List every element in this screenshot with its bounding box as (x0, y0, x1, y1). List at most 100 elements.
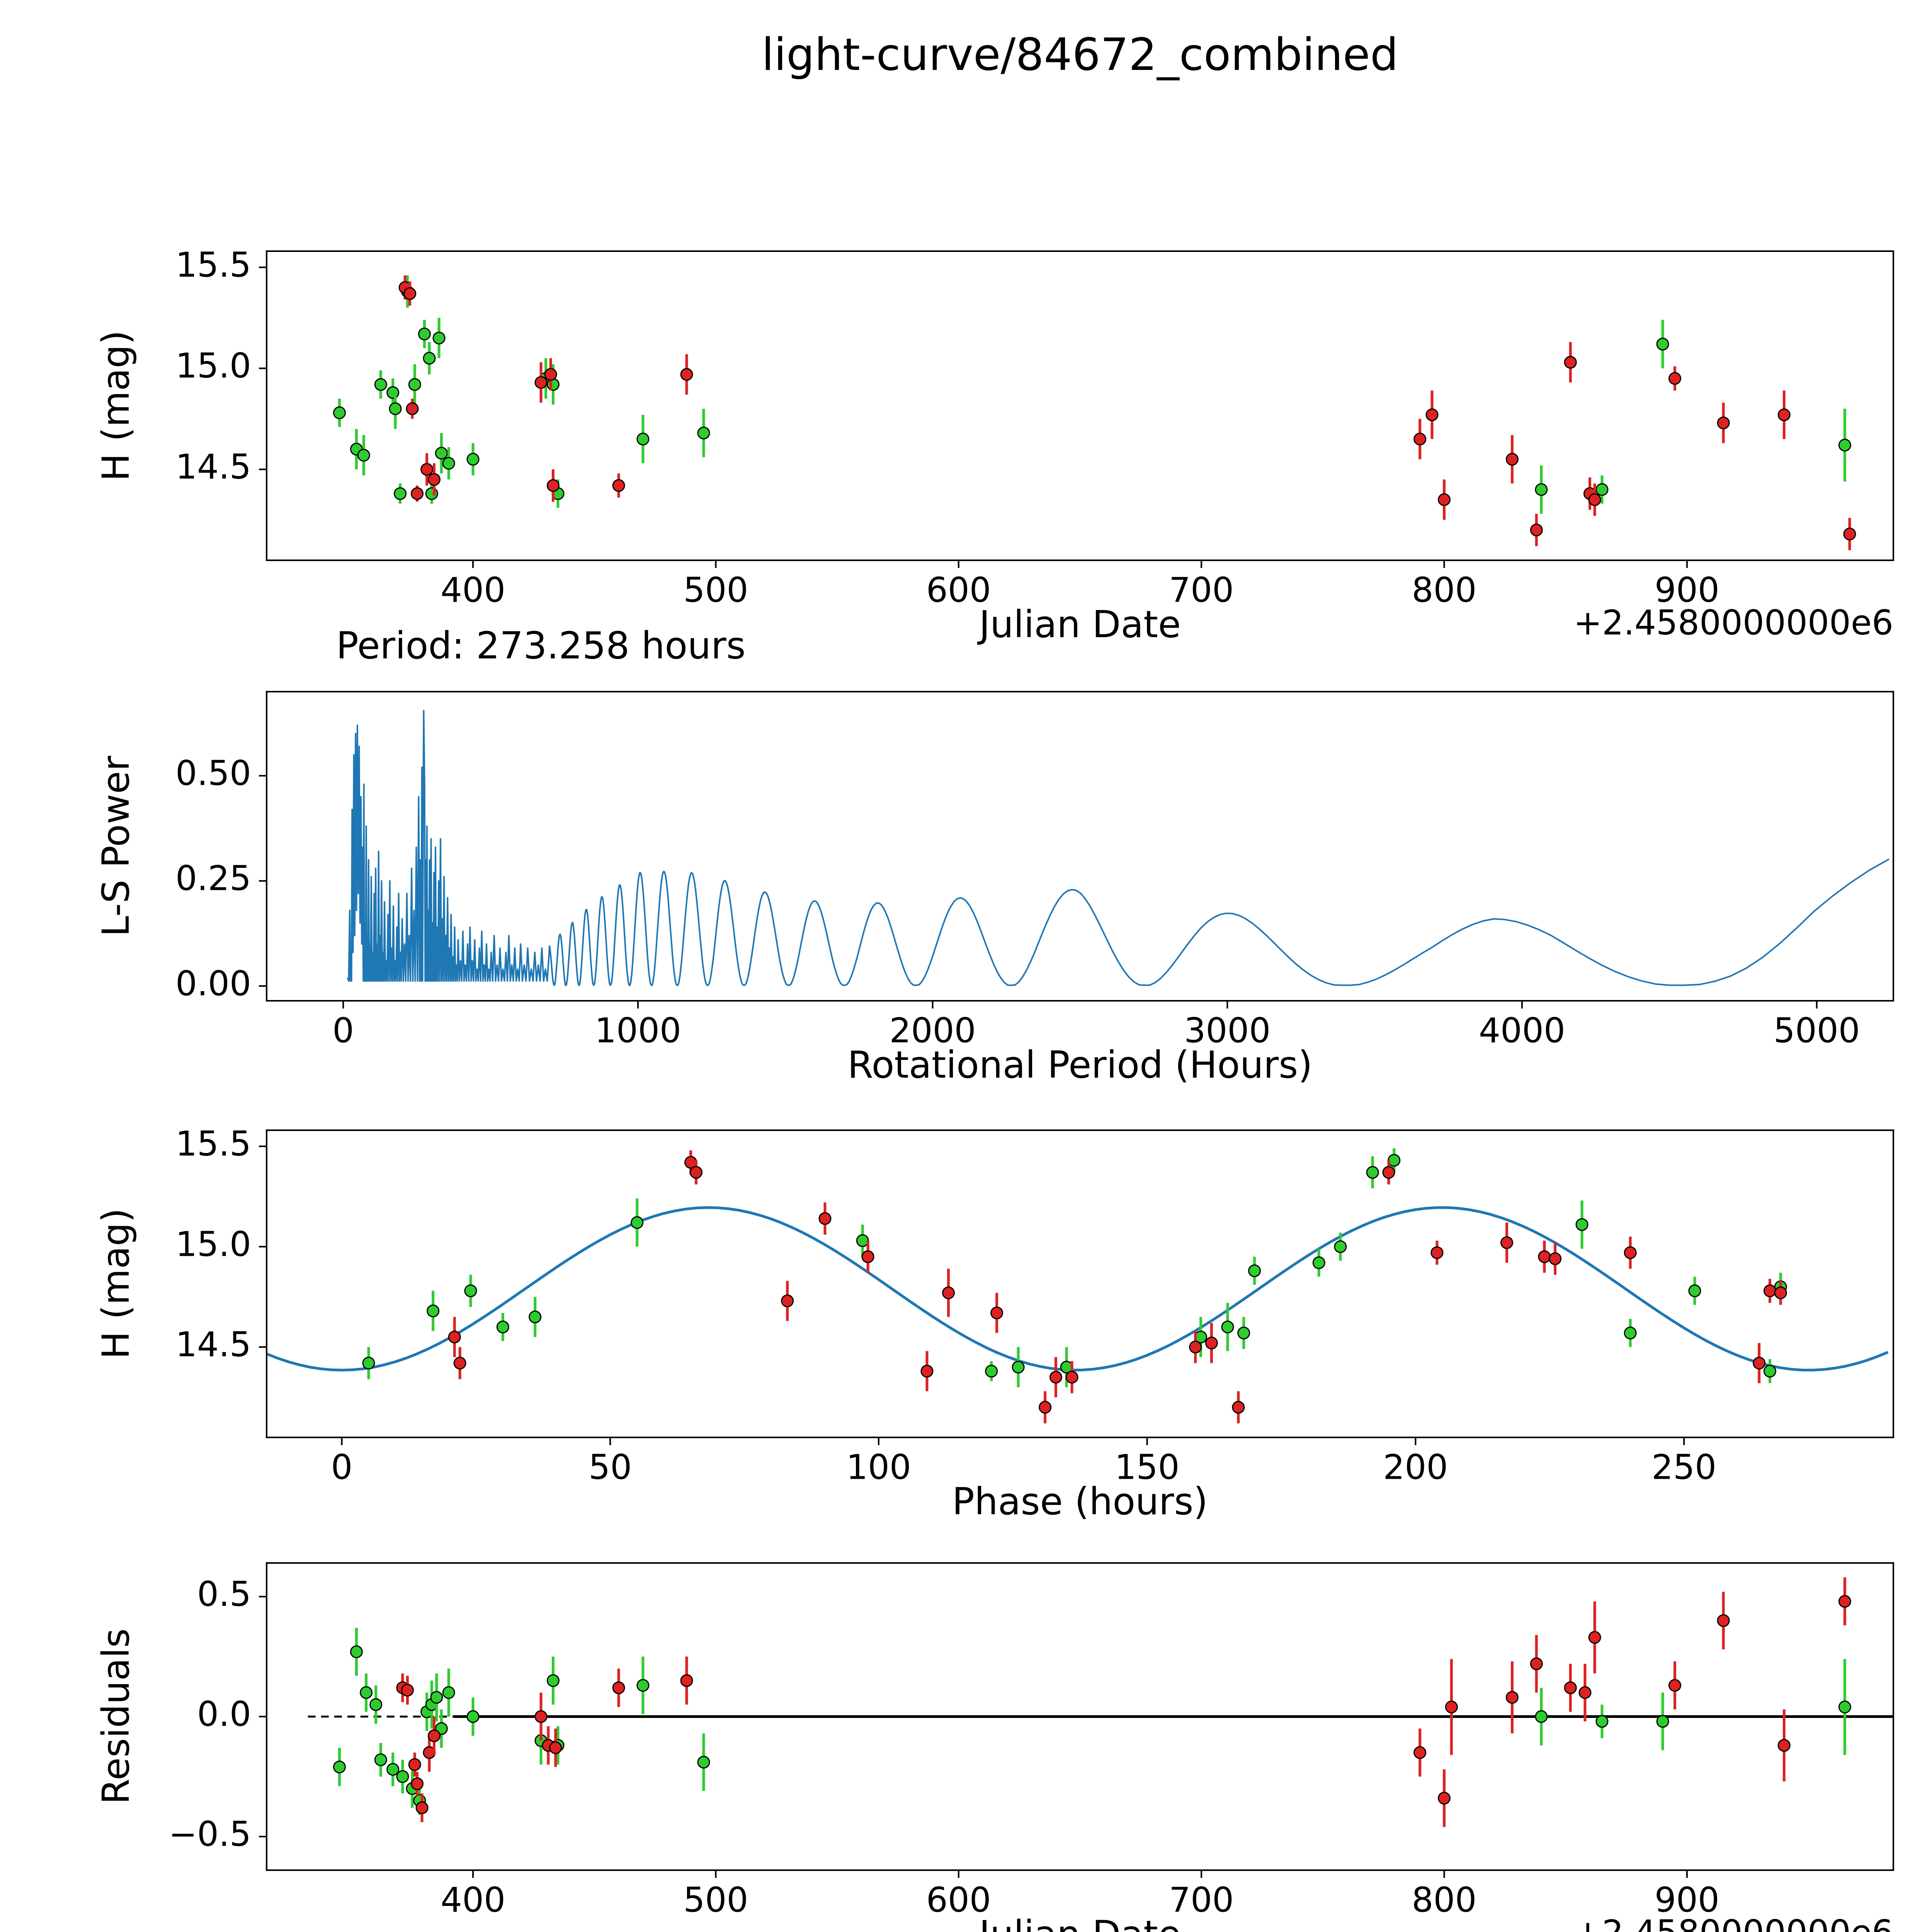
data-point (448, 1330, 461, 1344)
x-tick-label: 4000 (1479, 1011, 1565, 1051)
data-point (1538, 1250, 1551, 1263)
data-point (432, 332, 446, 345)
data-point (425, 487, 438, 500)
data-point (680, 368, 693, 381)
periodogram-curve (347, 710, 1889, 986)
panel1-y-axis-label: H (mag) (94, 330, 138, 481)
data-point (990, 1306, 1003, 1320)
y-tick-label: 15.0 (175, 1224, 251, 1264)
x-tick-label: 150 (1115, 1447, 1180, 1487)
panel4-x-axis-offset: +2.4580000000e6 (1573, 1913, 1893, 1932)
data-point (1753, 1357, 1766, 1370)
x-tick-label: 250 (1651, 1447, 1716, 1487)
data-point (1382, 1166, 1395, 1179)
data-point (534, 376, 548, 389)
data-point (1838, 439, 1851, 452)
data-point (1838, 1701, 1851, 1714)
data-point (1688, 1284, 1701, 1298)
data-point (1777, 408, 1791, 422)
data-point (386, 1763, 400, 1776)
x-tick-label: 50 (588, 1447, 632, 1487)
x-tick-label: 0 (332, 1011, 354, 1051)
data-point (464, 1284, 477, 1298)
data-point (442, 1686, 455, 1699)
data-point (1500, 1236, 1514, 1249)
data-point (985, 1365, 998, 1378)
data-point (496, 1320, 509, 1333)
panel1-x-axis-label: Julian Date (979, 603, 1181, 646)
data-point (1366, 1166, 1379, 1179)
y-tick-label: 0.5 (197, 1574, 251, 1614)
data-point (408, 378, 421, 391)
data-point (1656, 338, 1669, 351)
data-point (428, 473, 441, 486)
data-point (1445, 1701, 1458, 1714)
x-tick-label: 900 (1655, 1880, 1719, 1920)
x-tick-label: 0 (331, 1447, 353, 1487)
data-point (1624, 1327, 1637, 1340)
data-point (420, 463, 434, 476)
panel3-x-axis-label: Phase (hours) (952, 1480, 1208, 1523)
x-tick-label: 400 (440, 1880, 505, 1920)
data-point (1668, 1679, 1681, 1692)
data-point (350, 1645, 363, 1658)
y-tick-label: 15.5 (175, 1124, 251, 1163)
data-point (1221, 1320, 1234, 1333)
data-point (1774, 1286, 1787, 1299)
data-point (697, 427, 710, 440)
data-point (1205, 1337, 1218, 1350)
data-point (1549, 1252, 1562, 1265)
data-point (1535, 483, 1548, 496)
data-point (411, 1777, 424, 1790)
data-point (1438, 1792, 1451, 1805)
axes-frame (266, 1562, 1894, 1871)
data-point (680, 1674, 693, 1687)
data-point (1578, 1686, 1592, 1699)
data-point (1012, 1361, 1025, 1374)
y-tick-label: 0.0 (197, 1694, 251, 1734)
y-tick-label: 0.25 (175, 859, 251, 898)
data-point (818, 1212, 832, 1225)
data-point (1334, 1240, 1347, 1253)
x-tick-label: 800 (1412, 1880, 1477, 1920)
y-tick-label: 14.5 (175, 447, 251, 487)
x-tick-label: 5000 (1774, 1011, 1860, 1051)
data-point (861, 1250, 874, 1263)
data-point (612, 1681, 625, 1694)
data-point (1763, 1365, 1776, 1378)
data-point (636, 432, 650, 446)
data-point (1430, 1246, 1444, 1259)
x-tick-label: 200 (1383, 1447, 1448, 1487)
data-point (369, 1698, 383, 1711)
x-tick-label: 700 (1169, 1880, 1234, 1920)
x-tick-label: 700 (1169, 570, 1234, 610)
data-point (1413, 432, 1427, 446)
panel2-x-axis-label: Rotational Period (Hours) (847, 1043, 1313, 1087)
data-point (362, 1357, 375, 1370)
data-point (374, 1753, 387, 1766)
data-point (1564, 1681, 1577, 1694)
data-point (1717, 416, 1730, 429)
data-point (534, 1710, 548, 1723)
panel3-y-axis-label: H (mag) (94, 1208, 138, 1359)
data-point (690, 1166, 703, 1179)
y-tick-label: 0.50 (175, 753, 251, 793)
data-point (549, 1741, 562, 1754)
panel1-x-axis-offset: +2.4580000000e6 (1573, 603, 1893, 643)
data-point (1189, 1340, 1202, 1354)
data-point (1717, 1614, 1730, 1627)
data-point (1656, 1715, 1669, 1728)
data-point (1588, 493, 1601, 506)
data-point (423, 352, 436, 365)
x-tick-label: 900 (1655, 570, 1719, 610)
y-tick-label: 0.00 (175, 964, 251, 1003)
data-point (1777, 1739, 1791, 1752)
data-point (1588, 1631, 1601, 1644)
data-point (546, 479, 560, 492)
data-point (401, 1684, 414, 1697)
panel4-x-axis-label: Julian Date (979, 1913, 1181, 1932)
data-point (1425, 408, 1439, 422)
data-point (333, 406, 346, 419)
panel2-y-axis-label: L-S Power (94, 755, 138, 937)
data-point (408, 1758, 421, 1771)
